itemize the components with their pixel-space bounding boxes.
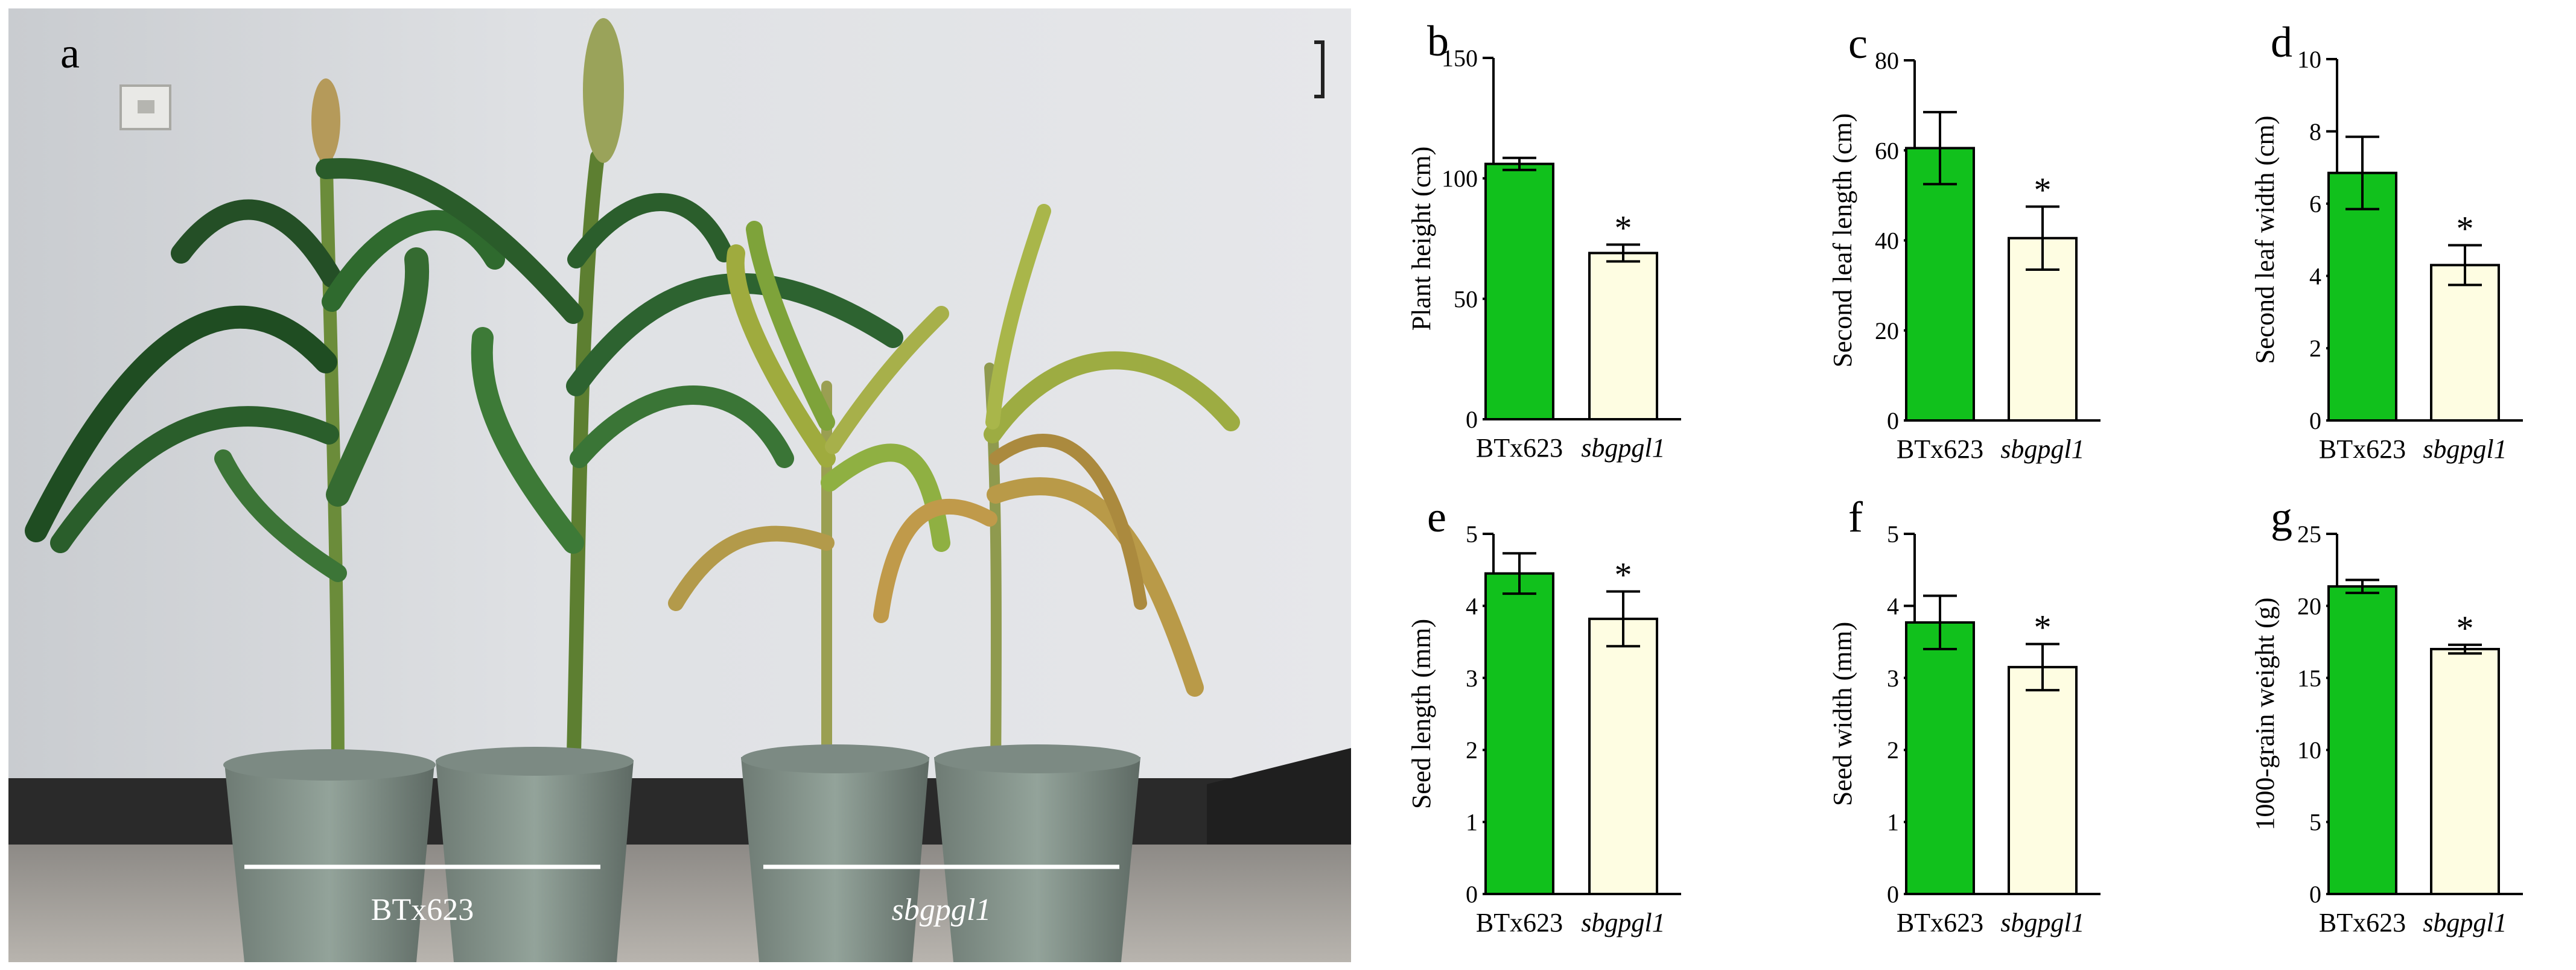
x-tick-label-g: sbgpgl1 <box>2423 908 2507 937</box>
bar-d-btx623 <box>2327 171 2397 422</box>
y-tick-label-e: 0 <box>1466 881 1478 908</box>
y-tick-label-d: 2 <box>2309 335 2321 362</box>
bar-b-btx623 <box>1484 162 1554 420</box>
y-tick-label-d: 8 <box>2309 118 2321 145</box>
y-tick-label-g: 10 <box>2297 737 2321 764</box>
y-axis-label-b: Plant height (cm) <box>1407 147 1436 331</box>
y-tick-label-f: 1 <box>1887 809 1899 836</box>
y-tick-label-d: 4 <box>2309 262 2321 290</box>
y-axis-label-e: Seed length (mm) <box>1407 619 1436 809</box>
x-tick-label-f: sbgpgl1 <box>2000 908 2084 937</box>
bar-c-btx623 <box>1905 147 1975 422</box>
panel-letter-f: f <box>1848 493 1863 541</box>
panel-letter-d: d <box>2271 18 2292 66</box>
y-tick-label-e: 2 <box>1466 737 1478 764</box>
bar-f-sbgpgl1 <box>2008 665 2078 895</box>
y-tick-label-c: 40 <box>1875 227 1899 255</box>
x-tick-label-e: BTx623 <box>1476 908 1563 937</box>
panel-letter-g: g <box>2271 493 2292 541</box>
y-tick-label-b: 0 <box>1466 406 1478 433</box>
significance-star-b: * <box>1615 208 1632 247</box>
x-tick-label-d: BTx623 <box>2319 434 2406 464</box>
sbgpgl1-plants <box>668 204 1240 790</box>
scale-bar <box>1314 40 1325 98</box>
significance-star-d: * <box>2457 209 2474 248</box>
y-tick-label-e: 3 <box>1466 665 1478 692</box>
y-tick-label-e: 1 <box>1466 809 1478 836</box>
pots <box>223 744 1140 962</box>
panel-letter-e: e <box>1427 493 1446 541</box>
y-tick-label-b: 150 <box>1442 45 1478 72</box>
y-tick-label-g: 25 <box>2297 521 2321 548</box>
y-tick-label-g: 20 <box>2297 592 2321 620</box>
panel-letter-c: c <box>1848 19 1868 68</box>
y-tick-label-f: 0 <box>1887 881 1899 908</box>
bar-g-btx623 <box>2327 585 2397 895</box>
y-tick-label-c: 60 <box>1875 137 1899 164</box>
bar-e-btx623 <box>1484 572 1554 895</box>
x-tick-label-e: sbgpgl1 <box>1581 908 1665 937</box>
significance-star-f: * <box>2034 608 2052 647</box>
y-tick-label-f: 2 <box>1887 737 1899 764</box>
plant-photo: a BTx623 sbgpgl1 <box>8 8 1351 962</box>
y-tick-label-g: 15 <box>2297 665 2321 692</box>
x-tick-label-c: sbgpgl1 <box>2000 434 2084 464</box>
x-tick-label-b: sbgpgl1 <box>1581 433 1665 463</box>
y-tick-label-g: 5 <box>2309 809 2321 836</box>
x-tick-label-c: BTx623 <box>1897 434 1983 464</box>
bar-f-btx623 <box>1905 621 1975 896</box>
significance-star-c: * <box>2034 171 2052 210</box>
y-tick-label-d: 0 <box>2309 407 2321 434</box>
x-tick-label-g: BTx623 <box>2319 908 2406 937</box>
y-tick-label-d: 10 <box>2297 46 2321 73</box>
panel-letter-b: b <box>1427 17 1449 65</box>
bar-d-sbgpgl1 <box>2430 264 2500 422</box>
y-tick-label-d: 6 <box>2309 191 2321 218</box>
y-tick-label-c: 20 <box>1875 317 1899 344</box>
bar-e-sbgpgl1 <box>1588 617 1658 895</box>
panel-letter-a: a <box>60 29 80 77</box>
y-tick-label-e: 5 <box>1466 521 1478 548</box>
bar-g-sbgpgl1 <box>2430 648 2500 896</box>
y-tick-label-c: 80 <box>1875 47 1899 74</box>
y-tick-label-g: 0 <box>2309 881 2321 908</box>
y-tick-label-b: 50 <box>1454 285 1478 312</box>
bar-b-sbgpgl1 <box>1588 252 1658 420</box>
y-axis-label-g: 1000-grain weight (g) <box>2250 597 2280 830</box>
y-axis-label-f: Seed width (mm) <box>1828 622 1857 807</box>
y-tick-label-e: 4 <box>1466 592 1478 620</box>
x-tick-label-d: sbgpgl1 <box>2423 434 2507 464</box>
y-axis-label-c: Second leaf length (cm) <box>1828 113 1857 368</box>
btx623-plants <box>25 18 903 791</box>
significance-star-g: * <box>2457 609 2474 648</box>
significance-star-e: * <box>1615 556 1632 595</box>
y-tick-label-f: 5 <box>1887 521 1899 548</box>
photo-label-btx623: BTx623 <box>371 893 474 927</box>
y-axis-label-d: Second leaf width (cm) <box>2250 116 2280 364</box>
y-tick-label-f: 3 <box>1887 665 1899 692</box>
x-tick-label-f: BTx623 <box>1897 908 1983 937</box>
y-tick-label-f: 4 <box>1887 592 1899 620</box>
y-tick-label-c: 0 <box>1887 407 1899 434</box>
x-tick-label-b: BTx623 <box>1476 433 1563 463</box>
y-tick-label-b: 100 <box>1442 165 1478 192</box>
photo-label-sbgpgl1: sbgpgl1 <box>892 893 991 927</box>
